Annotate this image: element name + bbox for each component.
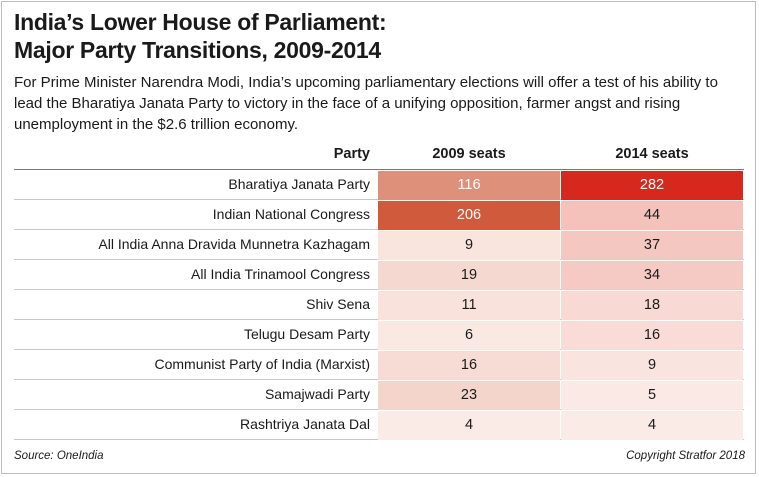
party-name: All India Trinamool Congress — [191, 266, 370, 282]
seats-2014-cell: 37 — [561, 230, 743, 260]
title-line-2: Major Party Transitions, 2009-2014 — [14, 37, 381, 63]
seats-2014-cell: 16 — [561, 320, 743, 350]
party-name: All India Anna Dravida Munnetra Kazhagam — [98, 236, 370, 252]
table-row: All India Anna Dravida Munnetra Kazhagam… — [14, 230, 744, 260]
seats-2014-cell: 282 — [561, 170, 743, 200]
table-row: Shiv Sena 11 18 — [14, 290, 744, 320]
party-name: Indian National Congress — [212, 206, 370, 222]
table-row: All India Trinamool Congress 19 34 — [14, 260, 744, 290]
party-name: Samajwadi Party — [264, 386, 370, 402]
source-note: Source: OneIndia — [14, 450, 104, 462]
table-row: Telugu Desam Party 6 16 — [14, 320, 744, 350]
column-header-party: Party — [333, 146, 370, 162]
party-name: Shiv Sena — [306, 296, 370, 312]
party-name: Communist Party of India (Marxist) — [154, 356, 371, 372]
column-header-2014-seats: 2014 seats — [615, 146, 689, 162]
seats-2014-cell: 44 — [561, 200, 743, 230]
seats-2009-cell: 116 — [378, 170, 560, 200]
seats-2009-cell: 19 — [378, 260, 560, 290]
party-name: Bharatiya Janata Party — [228, 176, 370, 192]
table-row: Indian National Congress 206 44 — [14, 200, 744, 230]
table-row: Bharatiya Janata Party 116 282 — [14, 170, 744, 200]
seats-2014-cell: 9 — [561, 350, 743, 380]
title-line-1: India’s Lower House of Parliament: — [14, 9, 387, 35]
seats-2009-cell: 9 — [378, 230, 560, 260]
chart-subtitle: For Prime Minister Narendra Modi, India’… — [14, 74, 718, 133]
seats-2009-cell: 6 — [378, 320, 560, 350]
seats-2009-cell: 4 — [378, 410, 560, 440]
table-row: Rashtriya Janata Dal 4 4 — [14, 410, 744, 440]
party-name: Telugu Desam Party — [243, 326, 370, 342]
header-divider — [14, 169, 744, 170]
seats-2009-cell: 11 — [378, 290, 560, 320]
seats-2014-cell: 4 — [561, 410, 743, 440]
seats-2009-cell: 16 — [378, 350, 560, 380]
party-name: Rashtriya Janata Dal — [240, 416, 370, 432]
seats-2009-cell: 206 — [378, 200, 560, 230]
column-header-2009-seats: 2009 seats — [432, 146, 506, 162]
seats-2014-cell: 34 — [561, 260, 743, 290]
copyright-note: Copyright Stratfor 2018 — [626, 450, 745, 462]
seats-2014-cell: 18 — [561, 290, 743, 320]
seats-2009-cell: 23 — [378, 380, 560, 410]
table-row: Communist Party of India (Marxist) 16 9 — [14, 350, 744, 380]
chart-title: India’s Lower House of Parliament: Major… — [14, 8, 614, 64]
table-row: Samajwadi Party 23 5 — [14, 380, 744, 410]
seats-2014-cell: 5 — [561, 380, 743, 410]
